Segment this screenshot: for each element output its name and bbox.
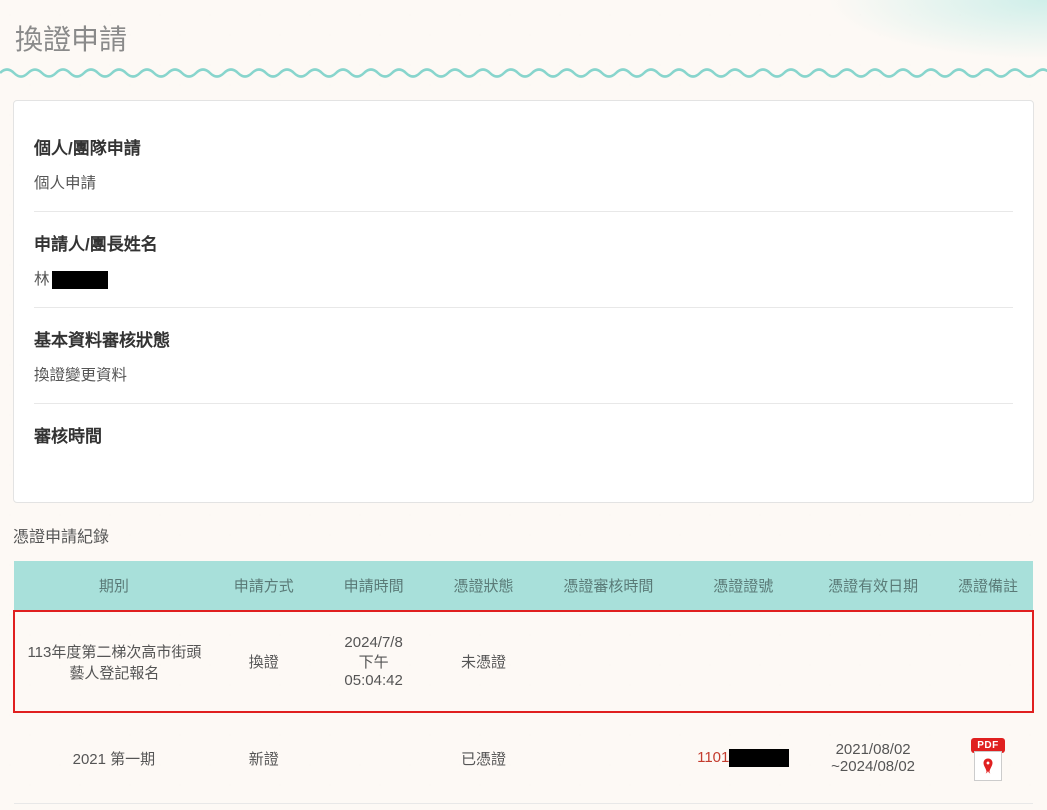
table-row: 2021 第一期新證 已憑證 11012021/08/02~2024/08/02 PD…	[14, 712, 1033, 804]
cell-certnumber	[683, 611, 803, 712]
cell-method: 新證	[214, 712, 314, 804]
pdf-download-icon[interactable]: PDF	[971, 738, 1005, 781]
th-certnum: 憑證證號	[683, 561, 803, 611]
cell-period: 2021 第一期	[14, 712, 214, 804]
cell-certnumber: 1101	[683, 712, 803, 804]
application-type-value: 個人申請	[34, 171, 1013, 193]
cell-remark: PDF	[943, 712, 1033, 804]
cell-period: 113年度第二梯次高市街頭藝人登記報名	[14, 611, 214, 712]
info-card: 個人/團隊申請 個人申請 申請人/團長姓名 林 基本資料審核狀態 換證變更資料 …	[13, 100, 1034, 503]
th-remark: 憑證備註	[943, 561, 1033, 611]
info-section-review-status: 基本資料審核狀態 換證變更資料	[34, 308, 1013, 404]
table-header-row: 期別 申請方式 申請時間 憑證狀態 憑證審核時間 憑證證號 憑證有效日期 憑證備…	[14, 561, 1033, 611]
th-status: 憑證狀態	[434, 561, 534, 611]
cell-method: 換證	[214, 611, 314, 712]
cell-time: 2024/7/8下午05:04:42	[314, 611, 434, 712]
cell-remark	[943, 611, 1033, 712]
info-section-applicant-name: 申請人/團長姓名 林	[34, 212, 1013, 308]
th-time: 申請時間	[314, 561, 434, 611]
th-period: 期別	[14, 561, 214, 611]
review-status-label: 基本資料審核狀態	[34, 326, 1013, 351]
info-section-application-type: 個人/團隊申請 個人申請	[34, 116, 1013, 212]
cell-validdate: 2021/08/02~2024/08/02	[803, 712, 943, 804]
th-method: 申請方式	[214, 561, 314, 611]
cell-reviewtime	[533, 712, 683, 804]
review-status-value: 換證變更資料	[34, 363, 1013, 385]
applicant-name-prefix: 林	[34, 271, 50, 288]
redacted-name	[52, 271, 108, 289]
page-title: 換證申請	[0, 0, 1047, 66]
records-title: 憑證申請紀錄	[0, 523, 1047, 561]
cell-reviewtime	[533, 611, 683, 712]
cell-time	[314, 712, 434, 804]
cell-validdate	[803, 611, 943, 712]
cell-status: 未憑證	[434, 611, 534, 712]
application-type-label: 個人/團隊申請	[34, 134, 1013, 159]
info-section-review-time: 審核時間	[34, 404, 1013, 477]
redacted-certnum	[729, 749, 789, 767]
cell-status: 已憑證	[434, 712, 534, 804]
review-time-label: 審核時間	[34, 422, 1013, 447]
table-row: 113年度第二梯次高市街頭藝人登記報名換證2024/7/8下午05:04:42未…	[14, 611, 1033, 712]
th-validdate: 憑證有效日期	[803, 561, 943, 611]
th-reviewtime: 憑證審核時間	[533, 561, 683, 611]
applicant-name-label: 申請人/團長姓名	[34, 230, 1013, 255]
records-table: 期別 申請方式 申請時間 憑證狀態 憑證審核時間 憑證證號 憑證有效日期 憑證備…	[13, 561, 1034, 804]
wave-divider	[0, 66, 1047, 80]
applicant-name-value: 林	[34, 267, 1013, 289]
